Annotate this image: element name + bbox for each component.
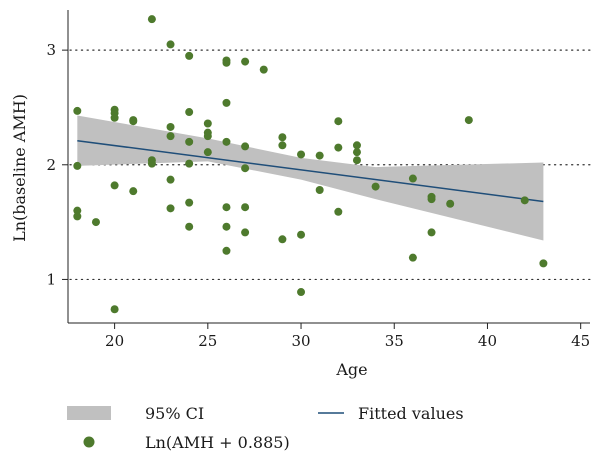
data-point: [203, 148, 212, 157]
data-point: [203, 119, 212, 128]
data-point: [241, 164, 250, 173]
data-point: [185, 137, 194, 146]
data-point: [278, 141, 287, 150]
data-point: [185, 198, 194, 207]
data-point: [222, 137, 231, 146]
x-tick-label: 30: [291, 332, 310, 350]
data-point: [129, 117, 138, 126]
data-point: [297, 150, 306, 159]
data-point: [241, 142, 250, 151]
x-axis-title: Age: [335, 360, 367, 379]
data-point: [315, 151, 324, 160]
legend-ci-swatch: [67, 406, 111, 420]
data-point: [241, 228, 250, 237]
x-tick-label: 35: [385, 332, 404, 350]
data-point: [73, 212, 82, 221]
data-point: [427, 195, 436, 204]
y-tick-label: 1: [46, 270, 56, 288]
data-point: [408, 174, 417, 183]
data-point: [334, 143, 343, 152]
data-point: [222, 58, 231, 67]
data-point: [110, 181, 119, 190]
data-point: [352, 141, 361, 150]
data-point: [297, 288, 306, 297]
data-point: [166, 132, 175, 141]
x-tick-label: 20: [105, 332, 124, 350]
data-point: [73, 106, 82, 115]
x-tick-label: 25: [198, 332, 217, 350]
data-point: [446, 199, 455, 208]
data-point: [408, 253, 417, 262]
y-tick-label: 3: [46, 41, 56, 59]
y-axis-title: Ln(baseline AMH): [10, 94, 29, 242]
axes: 20 25 30 35 40 45 1 2 3: [46, 10, 590, 350]
data-point: [297, 230, 306, 239]
data-point: [185, 159, 194, 168]
data-point: [520, 196, 529, 205]
data-point: [241, 203, 250, 212]
data-point: [147, 159, 156, 168]
data-point: [147, 15, 156, 24]
data-point: [222, 222, 231, 231]
data-point: [73, 206, 82, 215]
data-point: [315, 186, 324, 195]
plot-area: [69, 15, 591, 314]
data-point: [185, 108, 194, 117]
data-point: [110, 305, 119, 314]
legend-fit-label: Fitted values: [358, 404, 464, 423]
legend-points-swatch: [83, 436, 95, 448]
data-point: [371, 182, 380, 191]
legend-ci-label: 95% CI: [145, 404, 204, 423]
data-point: [259, 65, 268, 74]
data-point: [334, 117, 343, 126]
data-point: [334, 207, 343, 216]
data-point: [185, 51, 194, 60]
data-point: [222, 98, 231, 107]
data-point: [352, 148, 361, 157]
data-point: [91, 218, 100, 227]
legend: 95% CI Fitted values Ln(AMH + 0.885): [67, 404, 464, 452]
data-point: [241, 57, 250, 66]
data-point: [166, 175, 175, 184]
data-point: [185, 222, 194, 231]
data-point: [222, 203, 231, 212]
data-point: [222, 246, 231, 255]
data-point: [352, 156, 361, 165]
data-point: [166, 40, 175, 49]
x-tick-label: 45: [571, 332, 590, 350]
data-point: [278, 235, 287, 244]
data-point: [539, 259, 548, 268]
data-point: [464, 116, 473, 125]
y-tick-label: 2: [46, 156, 56, 174]
data-point: [73, 161, 82, 170]
data-point: [110, 113, 119, 122]
data-point: [278, 133, 287, 142]
data-point: [166, 204, 175, 213]
fitted-line: [77, 139, 544, 203]
data-point: [203, 132, 212, 141]
x-tick-label: 40: [478, 332, 497, 350]
legend-points-label: Ln(AMH + 0.885): [145, 433, 290, 452]
data-point: [427, 228, 436, 237]
data-point: [166, 122, 175, 131]
data-point: [129, 187, 138, 196]
ci-band: [77, 115, 544, 241]
